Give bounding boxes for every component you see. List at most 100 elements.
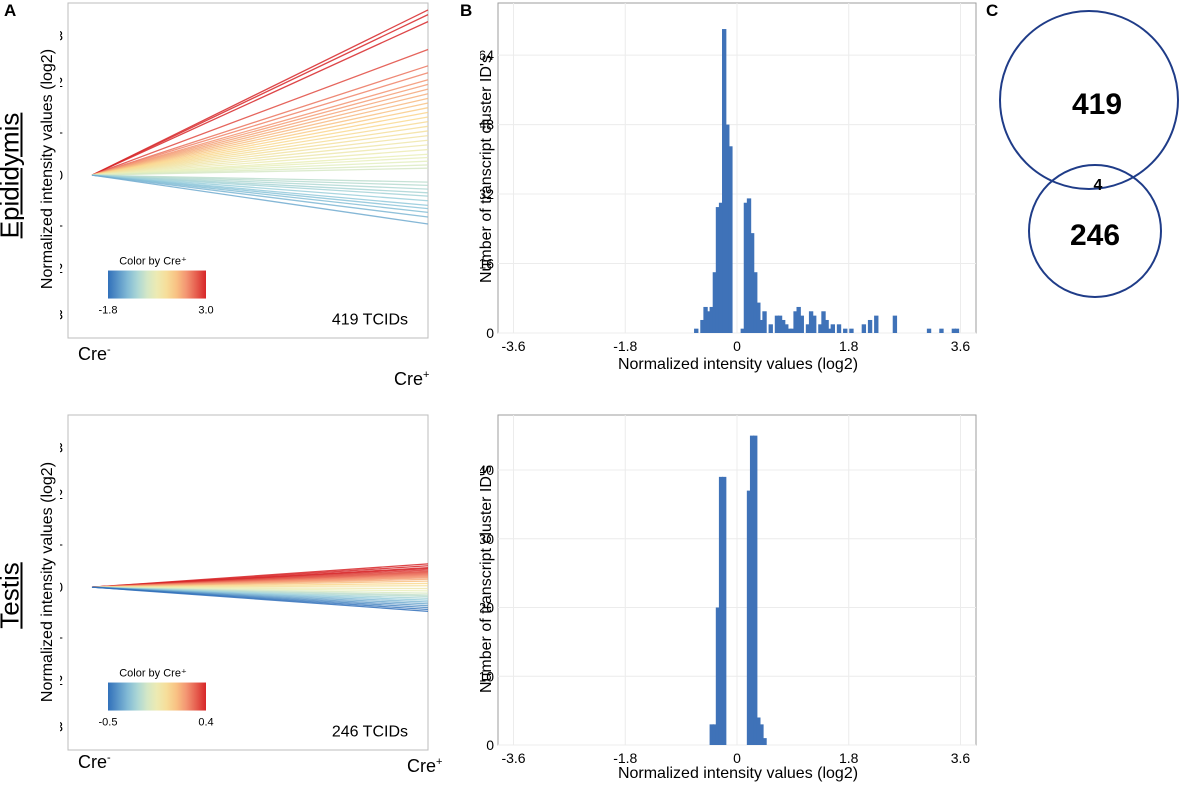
profile-line (91, 125, 429, 176)
histogram-bar (712, 724, 718, 745)
panel-label-c: C (986, 1, 999, 20)
profile-line (91, 21, 429, 176)
profile-plot-testis: 3 2 1 0 -1 -2 -3 Color by Cre⁺ -0.5 0.4 246 TCIDs (60, 414, 429, 751)
profile-line (91, 83, 429, 176)
ytick-label: 64 (480, 47, 494, 63)
histogram-bar (759, 724, 764, 745)
venn-count-overlap: 4 (1094, 177, 1103, 194)
ytick-label: 32 (480, 186, 494, 202)
histogram-bar (780, 319, 786, 333)
legend-title: Color by Cre⁺ (119, 256, 187, 268)
profile-line (91, 586, 429, 612)
histogram-bar (824, 319, 829, 333)
histogram-bar (892, 315, 898, 333)
xtick-label: 3.6 (951, 750, 971, 766)
ytick-label: 2 (60, 486, 63, 502)
xtick-label: 1.8 (839, 338, 859, 354)
legend-colorbar (108, 270, 206, 299)
profile-line (91, 134, 429, 176)
histogram-bar (808, 311, 814, 333)
histogram-bar (784, 324, 789, 333)
venn-count-epididymis: 419 (1072, 88, 1122, 121)
histogram-bar (939, 328, 944, 333)
histogram-bar (756, 302, 761, 333)
histogram-bar (694, 328, 699, 333)
ytick-label: -1 (60, 626, 63, 642)
histogram-bar (740, 328, 745, 333)
histogram-bar (762, 311, 767, 333)
profile-line (91, 9, 429, 176)
plot-frame (67, 414, 429, 751)
profile-line (91, 174, 429, 197)
profile-line (91, 139, 429, 176)
histogram-bar (805, 324, 811, 333)
ytick-label: 0 (60, 579, 63, 595)
profile-line (91, 144, 429, 176)
histogram-bar (725, 124, 730, 333)
profile-line (91, 107, 429, 176)
histogram-bar (812, 315, 817, 333)
venn-diagram: 419 4 246 (999, 10, 1179, 298)
xtick-label: -1.8 (613, 338, 637, 354)
legend-min: -0.5 (99, 717, 118, 729)
histogram-bar (722, 29, 727, 333)
tcid-count: 246 TCIDs (332, 723, 408, 740)
histogram-bar (753, 435, 758, 745)
histogram-bar (709, 306, 714, 333)
ytick-label: 10 (480, 668, 494, 684)
histogram-bar (709, 724, 714, 745)
histogram-bar (718, 476, 724, 745)
profile-line (91, 174, 429, 202)
profile-2-xcat-left: Cre- (78, 752, 111, 772)
profile-line (91, 148, 429, 176)
profile-2-xcat-right: Cre+ (407, 756, 443, 776)
histogram-bar (790, 328, 795, 333)
profile-1-ylabel: Normalized intensity values (log2) (39, 48, 56, 290)
profile-1-xcat-left: Cre- (78, 344, 111, 364)
profile-1-xcat-right: Cre+ (394, 369, 430, 389)
histogram-bar (743, 202, 749, 333)
ytick-label: -3 (60, 719, 63, 735)
legend-colorbar (108, 682, 206, 711)
panel-label-a: A (4, 1, 17, 20)
tcid-count: 419 TCIDs (332, 311, 408, 328)
panel-label-b: B (460, 1, 473, 20)
ytick-label: 0 (60, 167, 63, 183)
ytick-label: -3 (60, 307, 63, 323)
histogram-bar (728, 146, 733, 333)
histogram-bar (836, 324, 842, 333)
histogram-bar (715, 207, 721, 333)
row-label-testis: Testis (0, 562, 25, 629)
histogram-bar (718, 202, 724, 333)
xtick-label: 0 (733, 338, 741, 354)
ytick-label: 20 (480, 600, 494, 616)
histogram-bar (753, 272, 758, 333)
legend-title: Color by Cre⁺ (119, 668, 187, 680)
xtick-label: 3.6 (951, 338, 971, 354)
histogram-bar (715, 607, 721, 745)
histogram-bar (843, 328, 848, 333)
histogram-bar (793, 311, 798, 333)
hist-2-xlabel: Normalized intensity values (log2) (617, 765, 859, 782)
profile-2-ylabel: Normalized intensity values (log2) (39, 461, 56, 703)
ytick-label: 1 (60, 121, 63, 137)
ytick-label: 3 (60, 440, 63, 456)
histogram-bar (926, 328, 932, 333)
histogram-bar (818, 324, 823, 333)
histogram-bar (796, 306, 801, 333)
profile-plot-epididymis: 3 2 1 0 -1 -2 -3 Color by Cre⁺ -1.8 3.0 419 TCIDs (60, 2, 429, 339)
histogram-bar (700, 319, 705, 333)
legend-max: 0.4 (198, 717, 213, 729)
histogram-bar (746, 198, 752, 333)
xtick-label: -3.6 (501, 338, 525, 354)
ytick-label: -2 (60, 672, 63, 688)
histogram-bar (712, 272, 718, 333)
ytick-label: 2 (60, 74, 63, 90)
profile-line (91, 174, 429, 225)
histogram-bar (874, 315, 879, 333)
histogram-bar (954, 328, 960, 333)
venn-circle-testis (1028, 164, 1162, 298)
histogram-bar (787, 328, 792, 333)
profile-line (91, 167, 429, 176)
xtick-label: -1.8 (613, 750, 637, 766)
